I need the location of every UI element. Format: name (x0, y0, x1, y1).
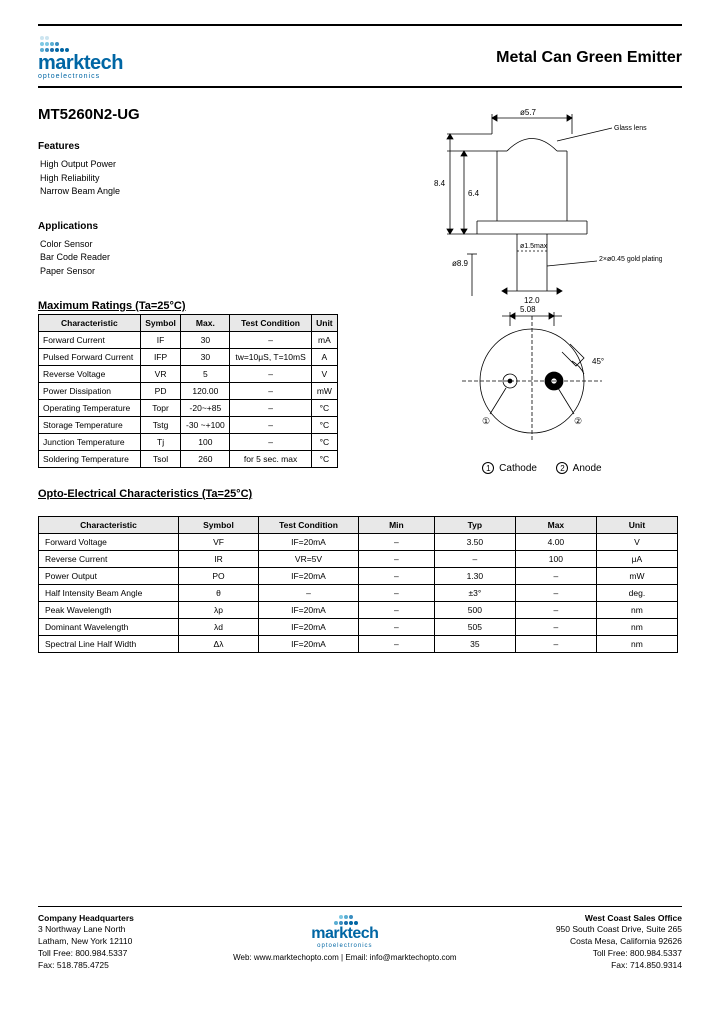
max-ratings-table: Characteristic Symbol Max. Test Conditio… (38, 314, 338, 468)
west-addr: 950 South Coast Drive, Suite 265 (556, 924, 682, 936)
table-row: Junction TemperatureTj100–°C (39, 434, 338, 451)
svg-text:45°: 45° (592, 357, 604, 366)
top-rule (38, 24, 682, 26)
feature-item: High Reliability (40, 172, 382, 186)
features-heading: Features (38, 141, 382, 152)
feature-item: High Output Power (40, 158, 382, 172)
svg-text:5.08: 5.08 (520, 306, 536, 314)
application-item: Bar Code Reader (40, 251, 382, 265)
header-rule (38, 86, 682, 88)
hq-addr: 3 Northway Lane North (38, 924, 134, 936)
mechanical-diagram: ø5.7 Glass lens 8.4 6.4 ø8.9 ø1.5max 2×ø… (402, 106, 682, 474)
svg-text:6.4: 6.4 (468, 189, 480, 198)
footer-rule (38, 906, 682, 907)
svg-text:12.0: 12.0 (524, 296, 540, 305)
svg-text:ø1.5max: ø1.5max (520, 243, 548, 250)
pin2-num: 2 (556, 462, 568, 474)
table-row: Forward CurrentIF30–mA (39, 332, 338, 349)
application-item: Paper Sensor (40, 265, 382, 279)
logo-subtext: optoelectronics (38, 73, 123, 80)
table-row: Power DissipationPD120.00–mW (39, 383, 338, 400)
table-header-row: Characteristic Symbol Test Condition Min… (39, 517, 678, 534)
company-logo: marktech optoelectronics (38, 36, 123, 80)
pin1-label: Cathode (499, 463, 537, 474)
table-header-row: Characteristic Symbol Max. Test Conditio… (39, 315, 338, 332)
table-row: Power OutputPOIF=20mA–1.30–mW (39, 568, 678, 585)
opto-elec-table: Characteristic Symbol Test Condition Min… (38, 516, 678, 653)
applications-heading: Applications (38, 221, 382, 232)
table-row: Operating TemperatureTopr-20~+85–°C (39, 400, 338, 417)
table-row: Half Intensity Beam Angleθ––±3°–deg. (39, 585, 678, 602)
svg-text:2×ø0.45 gold plating: 2×ø0.45 gold plating (599, 256, 662, 263)
footer-logo: marktech optoelectronics Web: www.markte… (134, 913, 556, 964)
feature-item: Narrow Beam Angle (40, 185, 382, 199)
table-row: Pulsed Forward CurrentIFP30tw=10μS, T=10… (39, 349, 338, 366)
col-header: Test Condition (230, 315, 311, 332)
footer-hq: Company Headquarters 3 Northway Lane Nor… (38, 913, 134, 972)
table-row: Dominant WavelengthλdIF=20mA–505–nm (39, 619, 678, 636)
col-header: Unit (311, 315, 337, 332)
hq-title: Company Headquarters (38, 913, 134, 925)
svg-text:8.4: 8.4 (434, 179, 446, 188)
hq-addr: Latham, New York 12110 (38, 936, 134, 948)
package-bottom-view: 5.08 45° ① ② (402, 306, 662, 456)
document-title: Metal Can Green Emitter (496, 49, 682, 67)
table-row: Forward VoltageVFIF=20mA–3.504.00V (39, 534, 678, 551)
table-row: Soldering TemperatureTsol260for 5 sec. m… (39, 451, 338, 468)
pin-labels: 1 Cathode 2 Anode (402, 462, 682, 474)
svg-text:ø5.7: ø5.7 (520, 108, 537, 117)
col-header: Max. (181, 315, 230, 332)
table-row: Storage TemperatureTstg-30 ~+100–°C (39, 417, 338, 434)
application-item: Color Sensor (40, 238, 382, 252)
page-header: marktech optoelectronics Metal Can Green… (38, 36, 682, 80)
svg-text:Glass lens: Glass lens (614, 125, 647, 132)
left-column: MT5260N2-UG Features High Output Power H… (38, 106, 382, 474)
svg-text:①: ① (482, 416, 490, 426)
pin2-label: Anode (573, 463, 602, 474)
table-row: Reverse CurrentIRVR=5V––100μA (39, 551, 678, 568)
table-row: Spectral Line Half WidthΔλIF=20mA–35–nm (39, 636, 678, 653)
table-row: Peak WavelengthλpIF=20mA–500–nm (39, 602, 678, 619)
svg-text:ø8.9: ø8.9 (452, 259, 469, 268)
applications-list: Color Sensor Bar Code Reader Paper Senso… (40, 238, 382, 279)
opto-elec-title: Opto-Electrical Characteristics (Ta=25°C… (38, 488, 682, 500)
datasheet-page: { "header": { "company_main": "marktech"… (0, 0, 720, 1012)
logo-text: marktech (38, 54, 123, 72)
west-title: West Coast Sales Office (556, 913, 682, 925)
col-header: Characteristic (39, 315, 141, 332)
features-list: High Output Power High Reliability Narro… (40, 158, 382, 199)
pin1-num: 1 (482, 462, 494, 474)
logo-dots (40, 36, 123, 40)
west-toll: Toll Free: 800.984.5337 (556, 948, 682, 960)
hq-toll: Toll Free: 800.984.5337 (38, 948, 134, 960)
part-number: MT5260N2-UG (38, 106, 382, 123)
package-side-view: ø5.7 Glass lens 8.4 6.4 ø8.9 ø1.5max 2×ø… (402, 106, 662, 306)
west-addr: Costa Mesa, California 92626 (556, 936, 682, 948)
max-ratings-title: Maximum Ratings (Ta=25°C) (38, 300, 382, 312)
west-fax: Fax: 714.850.9314 (556, 960, 682, 972)
upper-content: MT5260N2-UG Features High Output Power H… (38, 106, 682, 474)
footer-web: Web: www.marktechopto.com | Email: info@… (134, 952, 556, 963)
hq-fax: Fax: 518.785.4725 (38, 960, 134, 972)
footer-west: West Coast Sales Office 950 South Coast … (556, 913, 682, 972)
svg-text:②: ② (574, 416, 582, 426)
col-header: Symbol (140, 315, 181, 332)
table-row: Reverse VoltageVR5–V (39, 366, 338, 383)
page-footer: Company Headquarters 3 Northway Lane Nor… (38, 906, 682, 972)
